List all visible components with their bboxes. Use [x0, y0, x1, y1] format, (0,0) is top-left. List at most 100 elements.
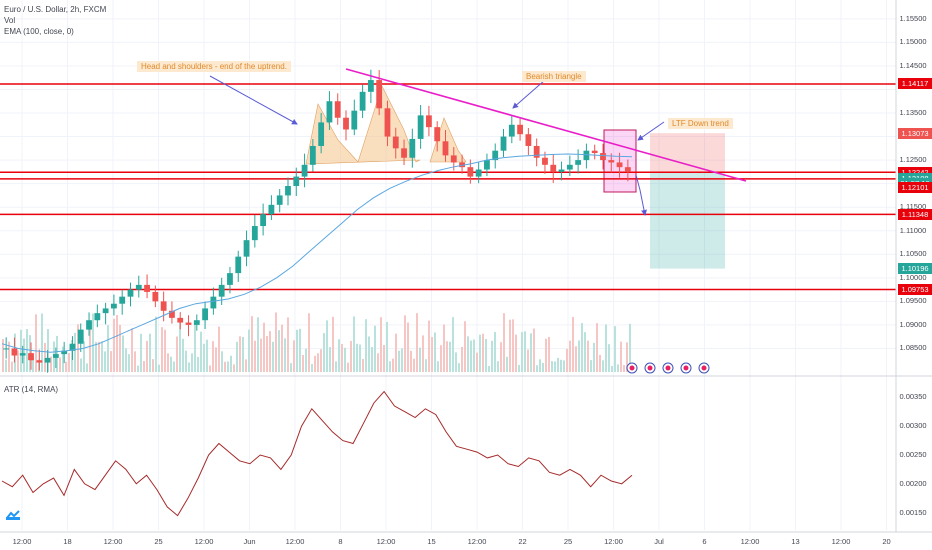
- volume-bar: [134, 351, 136, 372]
- volume-bar: [578, 340, 580, 372]
- candle-body: [542, 157, 548, 165]
- volume-bar: [86, 363, 88, 372]
- volume-bar: [368, 336, 370, 372]
- candle-body: [235, 256, 242, 274]
- price-tick-label: 1.13500: [899, 108, 927, 117]
- volume-bar: [539, 359, 541, 372]
- volume-bar: [194, 322, 196, 372]
- volume-bar: [311, 364, 313, 372]
- economic-events-row[interactable]: [626, 362, 710, 374]
- atr-legend[interactable]: ATR (14, RMA): [4, 385, 59, 394]
- volume-bar: [218, 326, 220, 372]
- volume-bar: [512, 319, 514, 372]
- volume-bar: [239, 336, 241, 372]
- price-tag: 1.09753: [898, 283, 932, 295]
- volume-bar: [221, 351, 223, 372]
- atr-tick-label: 0.00200: [899, 478, 927, 488]
- price-tick-label: 1.14500: [899, 60, 927, 70]
- volume-bar: [41, 313, 43, 372]
- volume-bar: [35, 314, 37, 372]
- volume-bar: [353, 316, 355, 372]
- volume-bar: [545, 338, 547, 372]
- volume-bar: [26, 329, 28, 372]
- volume-bar: [143, 361, 145, 372]
- price-tag: 1.13073: [898, 127, 932, 139]
- candle-body: [591, 150, 598, 154]
- candle-body: [575, 160, 582, 165]
- time-tick-label: 15: [427, 537, 436, 546]
- volume-bar: [140, 333, 142, 372]
- volume-bar: [350, 340, 352, 372]
- volume-bar: [44, 342, 46, 372]
- volume-bar: [428, 320, 430, 372]
- tradingview-logo-icon[interactable]: [6, 510, 20, 520]
- candle-body: [517, 124, 523, 135]
- ema-legend[interactable]: EMA (100, close, 0): [4, 27, 74, 36]
- volume-bar: [236, 341, 238, 372]
- volume-bar: [440, 345, 442, 372]
- head-shoulders-note[interactable]: Head and shoulders - end of the uptrend.: [137, 61, 291, 72]
- volume-bar: [149, 333, 151, 372]
- candle-body: [384, 108, 391, 137]
- triangle-arrow: [512, 79, 546, 109]
- symbol-legend[interactable]: Euro / U.S. Dollar, 2h, FXCM: [4, 5, 107, 14]
- volume-bar: [188, 362, 190, 372]
- volume-bar: [314, 355, 316, 372]
- volume-bar: [416, 313, 418, 372]
- candle-body: [135, 284, 142, 290]
- volume-bar: [191, 353, 193, 372]
- volume-bar: [497, 361, 499, 372]
- candle-body: [467, 167, 474, 177]
- volume-bar: [95, 341, 97, 372]
- volume-bar: [446, 341, 448, 372]
- volume-bar: [524, 331, 526, 372]
- bearish-triangle-note[interactable]: Bearish triangle: [522, 71, 586, 82]
- time-tick-label: 8: [338, 537, 343, 546]
- candle-body: [392, 136, 399, 149]
- volume-bar: [485, 338, 487, 372]
- volume-bar: [527, 349, 529, 372]
- vol-legend[interactable]: Vol: [4, 16, 16, 25]
- volume-bar: [248, 329, 250, 372]
- atr-tick-label: 0.00300: [899, 421, 927, 431]
- volume-bar: [68, 352, 70, 372]
- ltf-downtrend-note[interactable]: LTF Down trend: [668, 118, 733, 129]
- volume-bar: [329, 347, 331, 372]
- volume-bar: [449, 341, 451, 372]
- volume-bar: [2, 339, 4, 372]
- price-tag: 1.11348: [898, 208, 932, 220]
- volume-bar: [305, 348, 307, 372]
- volume-bar: [107, 325, 109, 372]
- candle-body: [450, 155, 457, 163]
- volume-bar: [20, 329, 22, 372]
- volume-bar: [347, 362, 349, 372]
- volume-bar: [128, 354, 130, 372]
- volume-bar: [161, 327, 163, 372]
- volume-bar: [455, 352, 457, 372]
- volume-bar: [155, 316, 157, 372]
- time-tick-label: 25: [154, 537, 163, 546]
- volume-bar: [557, 357, 559, 372]
- time-tick-label: 13: [791, 537, 800, 546]
- support-resistance-lines[interactable]: [0, 83, 896, 291]
- time-tick-label: 20: [882, 537, 891, 546]
- volume-bar: [473, 339, 475, 372]
- time-tick-label: 12:00: [467, 537, 487, 546]
- candle-body: [260, 214, 267, 227]
- volume-bar: [242, 336, 244, 372]
- volume-bar: [197, 356, 199, 372]
- candle-body: [459, 162, 465, 168]
- volume-bar: [179, 319, 181, 372]
- volume-bar: [290, 363, 292, 372]
- volume-bar: [17, 350, 19, 372]
- drawing-tools[interactable]: [209, 68, 747, 216]
- volume-bar: [479, 334, 481, 372]
- candle-body: [169, 310, 175, 318]
- volume-bar: [608, 344, 610, 372]
- grid-lines: [0, 0, 896, 530]
- volume-bar: [260, 338, 262, 372]
- volume-bar: [530, 333, 532, 372]
- stop-loss-zone: [650, 133, 725, 173]
- volume-bar: [215, 347, 217, 372]
- volume-bar: [296, 329, 298, 372]
